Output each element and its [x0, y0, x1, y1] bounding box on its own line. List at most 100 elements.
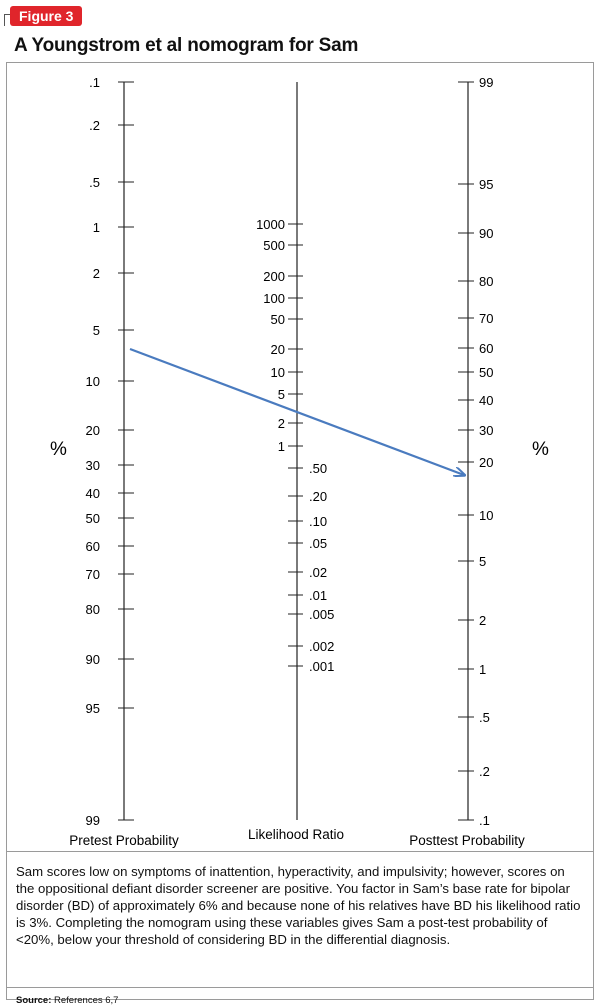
likelihood-tick-label: .10 [309, 514, 327, 529]
likelihood-tick-label: .01 [309, 588, 327, 603]
likelihood-tick: 2 [278, 416, 303, 431]
pretest-tick-label: 60 [86, 539, 100, 554]
likelihood-tick: .10 [288, 514, 327, 529]
pretest-tick: .5 [89, 175, 134, 190]
diagram-panel [6, 62, 594, 852]
likelihood-tick: 1000 [256, 217, 303, 232]
posttest-tick-label: 50 [479, 365, 493, 380]
source-label: Source: [16, 995, 52, 1006]
pretest-tick-label: 5 [93, 323, 100, 338]
likelihood-tick-label: .001 [309, 659, 334, 674]
likelihood-tick: 10 [271, 365, 303, 380]
pretest-tick: 80 [86, 602, 134, 617]
pretest-tick-label: .5 [89, 175, 100, 190]
pretest-tick-label: 50 [86, 511, 100, 526]
posttest-tick: 70 [458, 311, 493, 326]
posttest-tick: 40 [458, 393, 493, 408]
likelihood-tick-label: .02 [309, 565, 327, 580]
likelihood-axis-name: Likelihood Ratio [248, 827, 344, 842]
posttest-tick-label: 10 [479, 508, 493, 523]
posttest-tick-label: 20 [479, 455, 493, 470]
likelihood-tick: 20 [271, 342, 303, 357]
nomogram-diagram: .1 .2 .5 1 2 5 10 20 30 40 50 60 70 80 9… [50, 75, 549, 848]
likelihood-tick: .002 [288, 639, 334, 654]
posttest-tick-label: .2 [479, 764, 490, 779]
likelihood-tick-label: 20 [271, 342, 285, 357]
likelihood-tick: 50 [271, 312, 303, 327]
posttest-ticks: 99 95 90 80 70 60 50 40 30 20 10 5 2 1 .… [458, 75, 493, 828]
pretest-tick: .2 [89, 118, 134, 133]
posttest-tick-label: .5 [479, 710, 490, 725]
likelihood-tick-label: 2 [278, 416, 285, 431]
pretest-tick-label: 2 [93, 266, 100, 281]
likelihood-tick: 200 [263, 269, 303, 284]
posttest-tick-label: 90 [479, 226, 493, 241]
likelihood-tick-label: 5 [278, 387, 285, 402]
posttest-tick: 10 [458, 508, 493, 523]
likelihood-tick: .005 [288, 607, 334, 622]
nomogram-arrow [129, 347, 464, 475]
likelihood-tick: 5 [278, 387, 303, 402]
posttest-tick-label: 99 [479, 75, 493, 90]
likelihood-tick: .01 [288, 588, 327, 603]
pretest-tick-label: .1 [89, 75, 100, 90]
likelihood-tick: .50 [288, 461, 327, 476]
pretest-tick: 70 [86, 567, 134, 582]
pretest-ticks: .1 .2 .5 1 2 5 10 20 30 40 50 60 70 80 9… [86, 75, 134, 828]
posttest-tick: 60 [458, 341, 493, 356]
posttest-axis-name: Posttest Probability [409, 833, 525, 848]
likelihood-tick: .001 [288, 659, 334, 674]
likelihood-tick: 1 [278, 439, 303, 454]
posttest-tick: 99 [458, 75, 493, 90]
likelihood-tick-label: .005 [309, 607, 334, 622]
pretest-tick: .1 [89, 75, 134, 90]
posttest-tick: 5 [458, 554, 486, 569]
figure-title: A Youngstrom et al nomogram for Sam [14, 35, 359, 56]
pretest-tick: 20 [86, 423, 134, 438]
likelihood-ticks-low: .50 .20 .10 .05 .02 .01 .005 .002 .001 [288, 461, 334, 674]
pretest-tick: 10 [86, 374, 134, 389]
posttest-tick-label: 5 [479, 554, 486, 569]
posttest-tick-label: 95 [479, 177, 493, 192]
likelihood-tick-label: 500 [263, 238, 285, 253]
posttest-tick: 95 [458, 177, 493, 192]
posttest-tick: .1 [458, 813, 490, 828]
pretest-unit-label: % [50, 439, 67, 460]
pretest-tick-label: 95 [86, 701, 100, 716]
pretest-tick: 5 [93, 323, 134, 338]
likelihood-tick: 500 [263, 238, 303, 253]
likelihood-tick-label: 200 [263, 269, 285, 284]
pretest-tick: 1 [93, 220, 134, 235]
figure-frame-corner [4, 14, 14, 26]
likelihood-tick: .05 [288, 536, 327, 551]
pretest-tick-label: 99 [86, 813, 100, 828]
source-note: Source: References 6,7 [16, 995, 118, 1006]
pretest-tick-label: 90 [86, 652, 100, 667]
pretest-tick-label: 20 [86, 423, 100, 438]
pretest-tick-label: 1 [93, 220, 100, 235]
posttest-tick-label: 40 [479, 393, 493, 408]
posttest-tick-label: 30 [479, 423, 493, 438]
likelihood-ticks-high: 1000 500 200 100 50 20 10 5 2 1 [256, 217, 303, 454]
likelihood-tick-label: 50 [271, 312, 285, 327]
source-divider [6, 987, 594, 988]
pretest-tick: 30 [86, 458, 134, 473]
figure-frame [6, 62, 594, 1000]
posttest-tick-label: 1 [479, 662, 486, 677]
posttest-tick: .5 [458, 710, 490, 725]
posttest-tick-label: 60 [479, 341, 493, 356]
pretest-tick-label: .2 [89, 118, 100, 133]
likelihood-tick-label: 1 [278, 439, 285, 454]
pretest-tick: 50 [86, 511, 134, 526]
likelihood-tick-label: .05 [309, 536, 327, 551]
posttest-unit-label: % [532, 439, 549, 460]
pretest-tick: 90 [86, 652, 134, 667]
posttest-tick: 80 [458, 274, 493, 289]
likelihood-tick-label: .50 [309, 461, 327, 476]
pretest-tick: 99 [86, 813, 134, 828]
pretest-tick-label: 10 [86, 374, 100, 389]
pretest-tick-label: 70 [86, 567, 100, 582]
posttest-tick-label: 70 [479, 311, 493, 326]
pretest-tick: 2 [93, 266, 134, 281]
posttest-tick: 90 [458, 226, 493, 241]
